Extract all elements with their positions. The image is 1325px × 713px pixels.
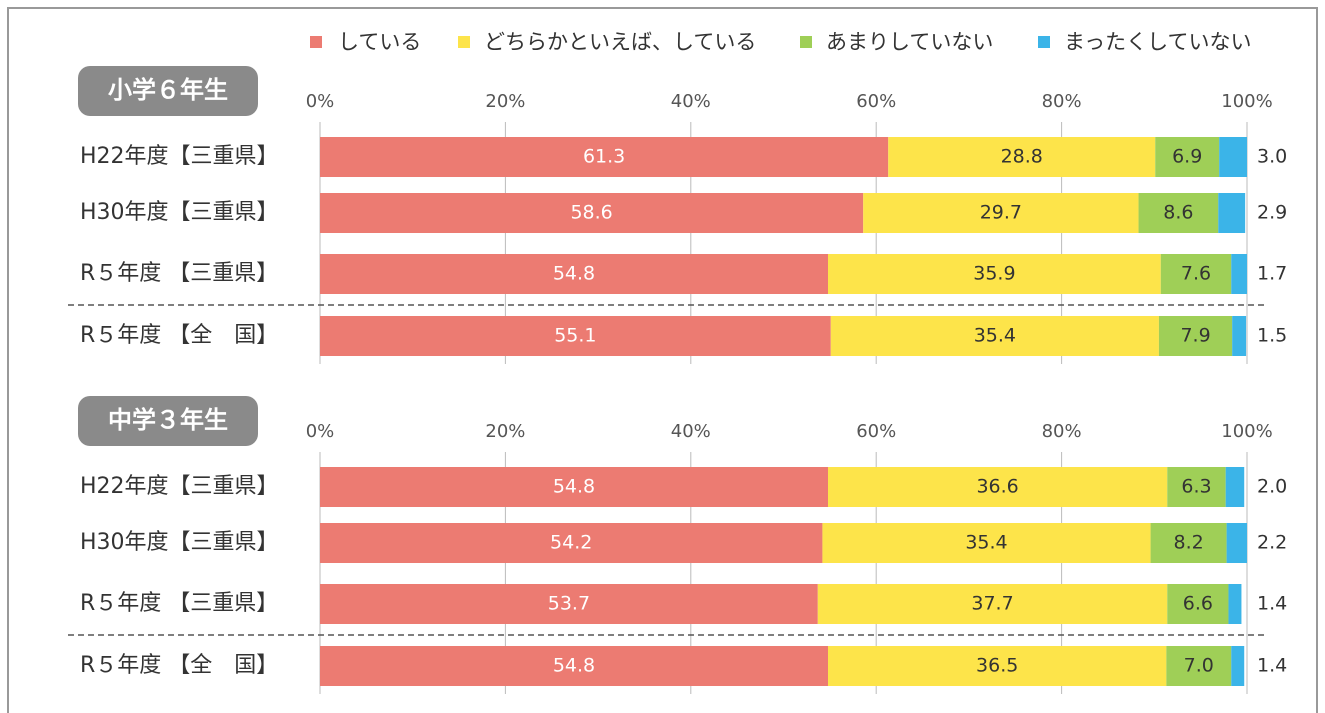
data-label: 2.9	[1257, 202, 1287, 224]
legend-swatch	[1038, 36, 1050, 48]
data-label: 8.6	[1163, 202, 1193, 224]
data-label: 28.8	[1001, 146, 1043, 168]
x-tick-label: 40%	[671, 421, 711, 442]
bar-segment	[1219, 137, 1247, 177]
data-label: 54.8	[553, 263, 595, 285]
bar-segment	[827, 467, 1168, 507]
data-label: 7.9	[1180, 325, 1210, 347]
bar-segment	[320, 316, 831, 356]
data-label: 36.6	[976, 476, 1018, 498]
legend-swatch	[458, 36, 470, 48]
bar-segment	[1231, 254, 1247, 294]
x-tick-label: 0%	[306, 91, 335, 112]
data-label: 7.6	[1181, 263, 1211, 285]
bar-segment	[1226, 523, 1247, 563]
x-tick-label: 20%	[485, 91, 525, 112]
data-label: 2.2	[1257, 532, 1287, 554]
data-label: 1.7	[1257, 263, 1287, 285]
bar-segment	[1150, 523, 1227, 563]
data-label: 55.1	[554, 325, 596, 347]
data-label: 53.7	[548, 593, 590, 615]
data-label: 2.0	[1257, 476, 1287, 498]
x-tick-label: 80%	[1042, 91, 1082, 112]
category-label: R５年度 【全 国】	[80, 323, 278, 348]
x-tick-label: 20%	[485, 421, 525, 442]
data-label: 6.9	[1172, 146, 1202, 168]
data-label: 54.2	[550, 532, 592, 554]
bar-segment	[320, 646, 828, 686]
bar-segment	[320, 137, 889, 177]
bar-segment	[1228, 584, 1242, 624]
x-tick-label: 100%	[1221, 91, 1272, 112]
data-label: 35.9	[973, 263, 1015, 285]
data-label: 6.3	[1181, 476, 1211, 498]
data-label: 1.4	[1257, 655, 1287, 677]
bar-segment	[1232, 316, 1247, 356]
bar-segment	[1167, 584, 1229, 624]
x-tick-label: 60%	[856, 421, 896, 442]
data-label: 58.6	[570, 202, 612, 224]
group-label-box	[78, 66, 258, 116]
bar-segment	[320, 193, 864, 233]
bar-segment	[888, 137, 1156, 177]
bar-segment	[1138, 193, 1219, 233]
data-label: 3.0	[1257, 146, 1287, 168]
data-label: 54.8	[553, 655, 595, 677]
category-label: R５年度 【全 国】	[80, 653, 278, 678]
legend-swatch	[800, 36, 812, 48]
data-label: 35.4	[974, 325, 1016, 347]
data-label: 29.7	[980, 202, 1022, 224]
bar-segment	[1167, 467, 1226, 507]
frame	[7, 7, 1318, 713]
data-label: 36.5	[976, 655, 1018, 677]
category-label: H22年度【三重県】	[80, 474, 279, 499]
bar-segment	[320, 523, 823, 563]
data-label: 61.3	[583, 146, 625, 168]
bar-segment	[320, 254, 828, 294]
data-label: 54.8	[553, 476, 595, 498]
x-tick-label: 60%	[856, 91, 896, 112]
legend-label: どちらかといえば、している	[484, 30, 756, 54]
x-tick-label: 100%	[1221, 421, 1272, 442]
group-label-box	[78, 396, 258, 446]
group-label: 小学６年生	[108, 76, 228, 104]
bar-segment	[830, 316, 1159, 356]
category-label: H22年度【三重県】	[80, 144, 279, 169]
data-label: 35.4	[965, 532, 1007, 554]
bar-segment	[1166, 646, 1232, 686]
bar-segment	[827, 254, 1161, 294]
data-label: 6.6	[1183, 593, 1213, 615]
legend-label: している	[338, 30, 421, 54]
bar-segment	[320, 584, 818, 624]
x-tick-label: 40%	[671, 91, 711, 112]
bar-segment	[1225, 467, 1245, 507]
data-label: 8.2	[1173, 532, 1203, 554]
data-label: 37.7	[971, 593, 1013, 615]
data-label: 7.0	[1184, 655, 1214, 677]
bar-segment	[1160, 254, 1232, 294]
category-label: R５年度 【三重県】	[80, 591, 278, 616]
legend-label: まったくしていない	[1064, 30, 1252, 54]
bar-segment	[1231, 646, 1245, 686]
bar-segment	[817, 584, 1168, 624]
bar-segment	[1155, 137, 1220, 177]
bar-segment	[822, 523, 1151, 563]
bar-segment	[1158, 316, 1233, 356]
category-label: H30年度【三重県】	[80, 530, 279, 555]
data-label: 1.4	[1257, 593, 1287, 615]
legend-swatch	[310, 36, 322, 48]
data-label: 1.5	[1257, 325, 1287, 347]
group-label: 中学３年生	[108, 406, 228, 434]
category-label: H30年度【三重県】	[80, 200, 279, 225]
category-label: R５年度 【三重県】	[80, 261, 278, 286]
bar-segment	[1218, 193, 1246, 233]
legend-label: あまりしていない	[826, 30, 993, 54]
x-tick-label: 80%	[1042, 421, 1082, 442]
bar-segment	[863, 193, 1139, 233]
x-tick-label: 0%	[306, 421, 335, 442]
bar-segment	[320, 467, 828, 507]
bar-segment	[827, 646, 1167, 686]
